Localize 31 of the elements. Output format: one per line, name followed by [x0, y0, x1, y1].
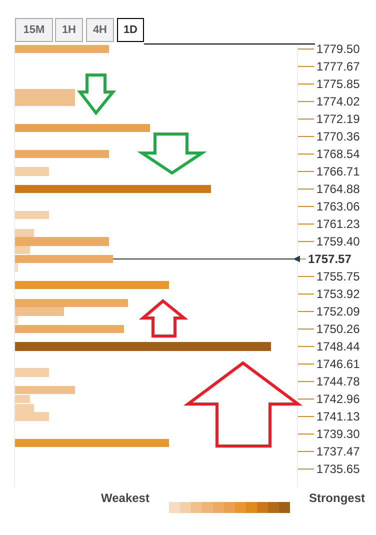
- y-tick-label: 1772.19: [316, 112, 360, 126]
- y-tick-label: 1741.13: [316, 410, 360, 424]
- text: 1H: [62, 24, 76, 36]
- y-tick-label: 1755.75: [316, 270, 360, 284]
- y-tick-label: 1759.40: [316, 234, 360, 249]
- text: 4H: [92, 24, 108, 36]
- y-tick-label: 1763.06: [316, 200, 360, 214]
- text: 15M: [23, 24, 45, 36]
- y-tick-label: 1761.23: [316, 217, 360, 232]
- y-tick-label: 1768.54: [316, 147, 360, 162]
- y-tick-label: 1746.61: [316, 357, 360, 372]
- y-tick-label: 1753.92: [316, 287, 360, 302]
- y-tick-label: 1750.26: [316, 322, 360, 336]
- y-tick-label: 1744.78: [316, 374, 360, 389]
- y-tick-label: 1770.36: [316, 130, 360, 144]
- y-tick-label: 1739.30: [316, 427, 360, 442]
- y-tick-label: 1748.44: [316, 340, 360, 354]
- y-tick-label: 1735.65: [316, 462, 360, 476]
- y-tick-label: 1777.67: [316, 60, 360, 74]
- y-tick-label: 1774.02: [316, 94, 360, 109]
- ref-line-label: 1757.57: [308, 252, 352, 266]
- text: Strongest: [309, 491, 366, 505]
- y-tick-label: 1766.71: [316, 164, 360, 179]
- y-tick-label: 1779.50: [316, 42, 360, 56]
- text: Weakest: [101, 491, 150, 505]
- y-tick-label: 1737.47: [316, 444, 360, 459]
- text: 1D: [123, 24, 138, 36]
- y-tick-label: 1775.85: [316, 77, 360, 92]
- y-tick-label: 1742.96: [316, 392, 360, 406]
- y-tick-label: 1764.88: [316, 182, 360, 196]
- y-tick-label: 1752.09: [316, 304, 360, 319]
